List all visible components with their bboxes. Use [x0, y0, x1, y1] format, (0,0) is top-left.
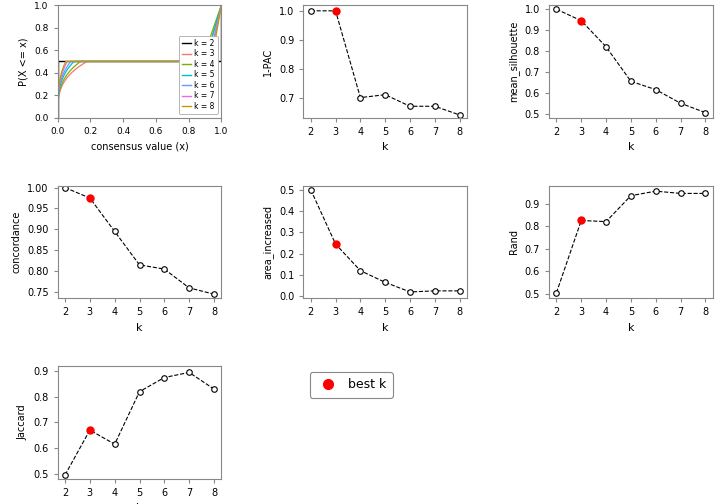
Legend: k = 2, k = 3, k = 4, k = 5, k = 6, k = 7, k = 8: k = 2, k = 3, k = 4, k = 5, k = 6, k = 7…	[179, 36, 217, 114]
Y-axis label: concordance: concordance	[12, 211, 22, 273]
X-axis label: k: k	[628, 323, 634, 333]
X-axis label: k: k	[382, 323, 389, 333]
Y-axis label: Rand: Rand	[509, 229, 519, 255]
X-axis label: k: k	[628, 143, 634, 152]
Y-axis label: mean_silhouette: mean_silhouette	[508, 21, 519, 102]
Y-axis label: 1-PAC: 1-PAC	[264, 47, 274, 76]
Y-axis label: Jaccard: Jaccard	[18, 405, 27, 440]
Y-axis label: P(X <= x): P(X <= x)	[19, 37, 29, 86]
X-axis label: k: k	[136, 323, 143, 333]
X-axis label: consensus value (x): consensus value (x)	[91, 142, 189, 151]
Y-axis label: area_increased: area_increased	[262, 205, 274, 279]
X-axis label: k: k	[382, 143, 389, 152]
Legend: best k: best k	[310, 372, 393, 398]
X-axis label: k: k	[136, 503, 143, 504]
